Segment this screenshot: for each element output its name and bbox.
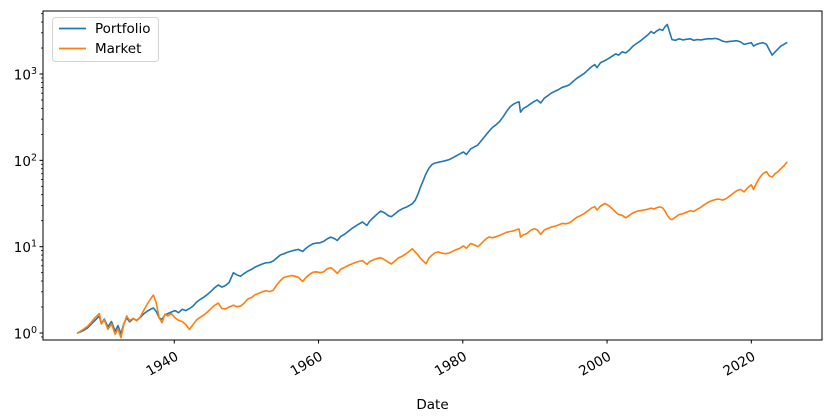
market-line	[76, 161, 788, 339]
x-tick-label: 1940	[144, 349, 182, 380]
y-tick-label: 100	[14, 325, 37, 343]
portfolio-line	[76, 23, 788, 335]
y-axis: 100 101 102 103	[14, 66, 43, 343]
plot-border	[42, 10, 823, 341]
y-tick-label: 103	[14, 66, 37, 84]
legend-label-portfolio: Portfolio	[95, 21, 151, 37]
x-tick-label: 2000	[576, 349, 614, 380]
x-tick-label: 1980	[432, 349, 470, 380]
x-axis: 1940 1960 1980 2000 2020	[144, 340, 759, 380]
legend: Portfolio Market	[52, 17, 159, 62]
x-tick-label: 1960	[288, 349, 326, 380]
x-axis-label: Date	[416, 397, 448, 413]
y-tick-label: 101	[14, 239, 37, 257]
y-tick-label: 102	[14, 152, 37, 170]
series	[76, 23, 788, 339]
x-tick-label: 2020	[721, 349, 759, 380]
legend-label-market: Market	[95, 41, 141, 57]
